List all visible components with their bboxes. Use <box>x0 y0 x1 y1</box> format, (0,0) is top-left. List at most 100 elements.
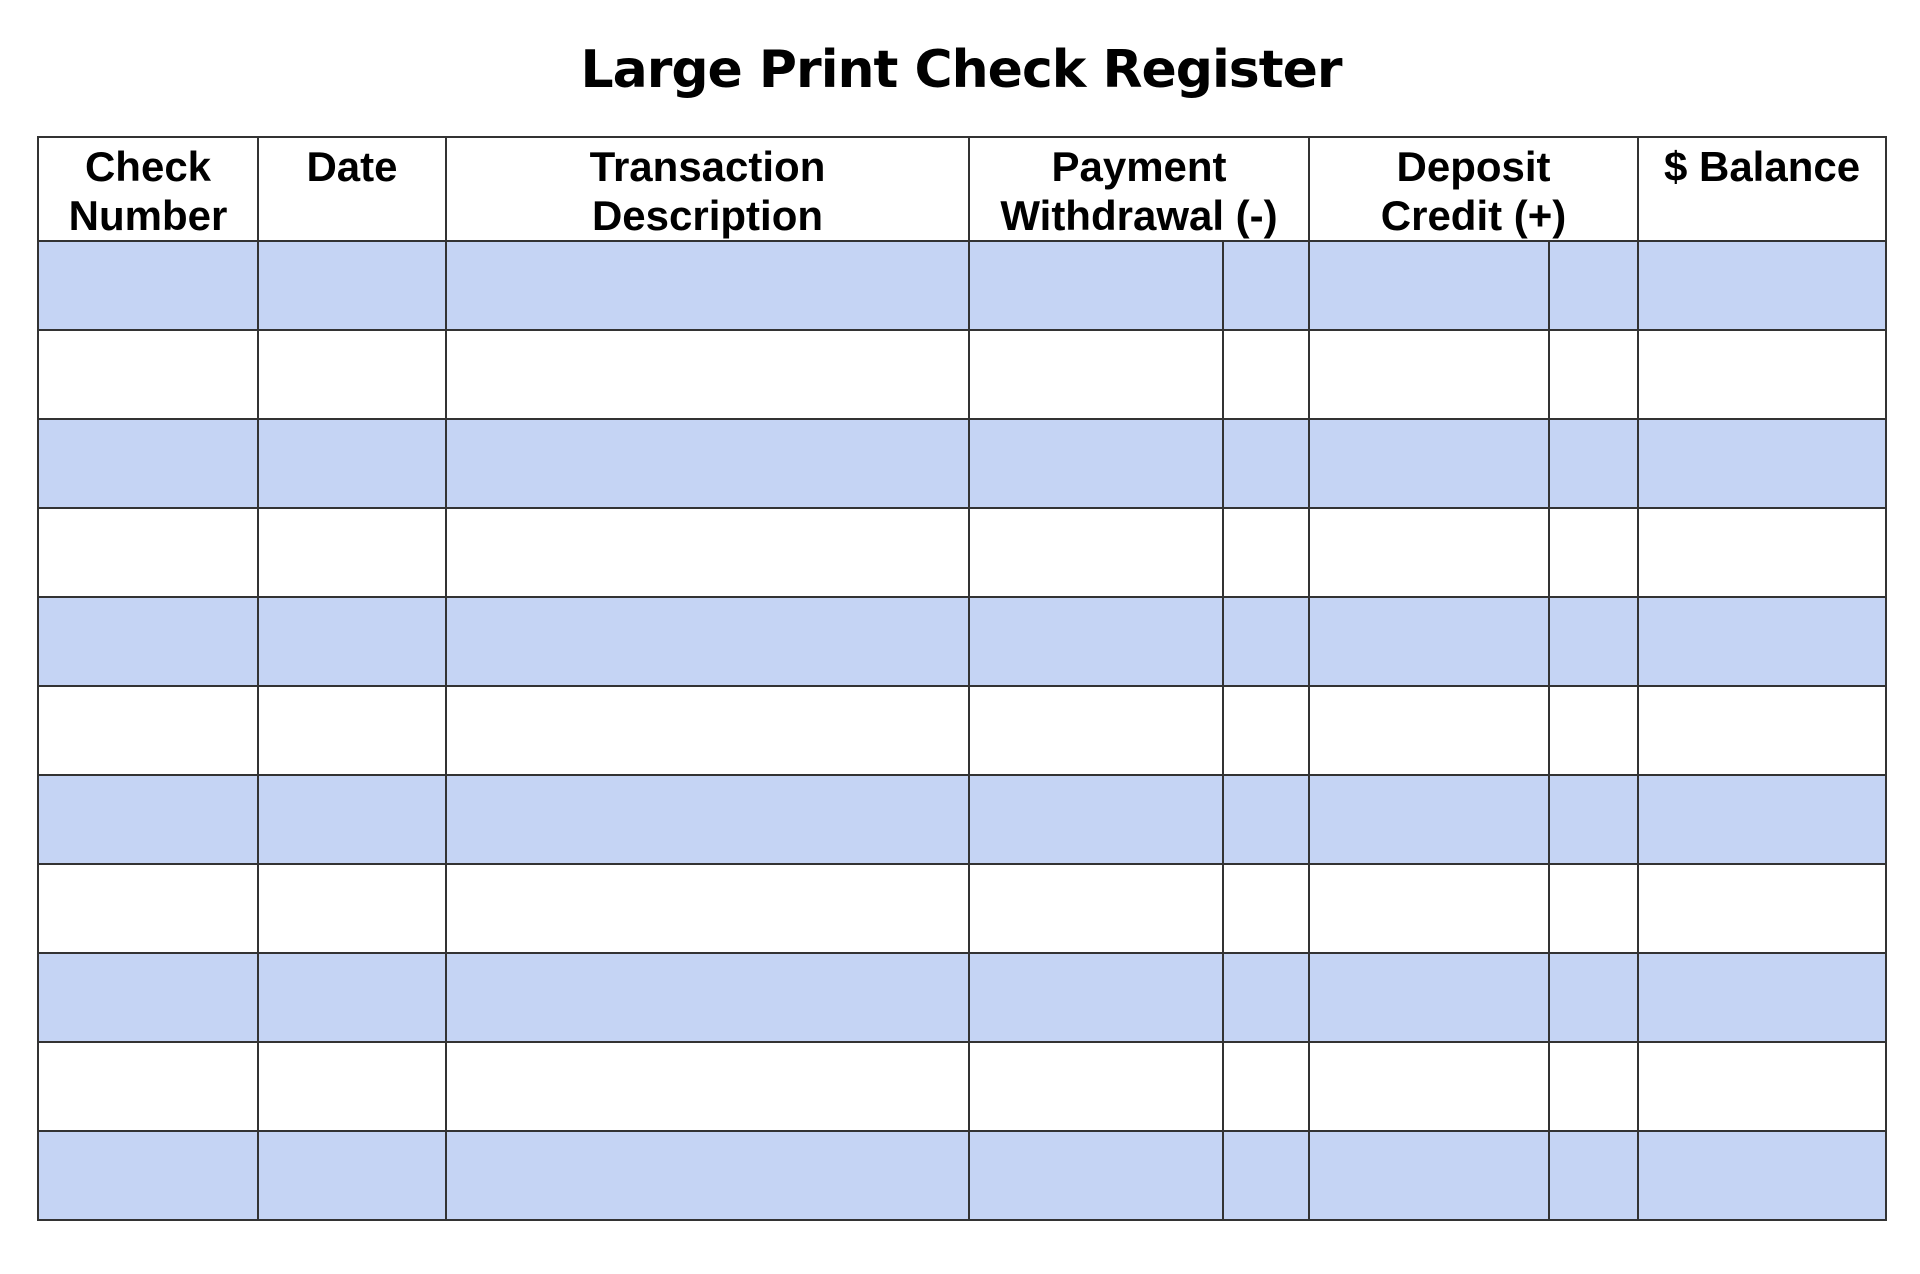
register-cell-r1-c4 <box>968 240 1224 331</box>
register-cell-r10-c1 <box>37 1041 259 1132</box>
register-body <box>37 240 1888 1221</box>
register-cell-r11-c1 <box>37 1130 259 1221</box>
register-cell-r8-c8 <box>1637 863 1888 954</box>
header-date: Date <box>257 136 447 242</box>
header-balance: $ Balance <box>1637 136 1888 242</box>
register-cell-r7-c7 <box>1548 774 1640 865</box>
register-cell-r1-c3 <box>445 240 970 331</box>
register-cell-r2-c1 <box>37 329 259 420</box>
register-cell-r6-c7 <box>1548 685 1640 776</box>
header-balance-line1: $ Balance <box>1663 143 1861 190</box>
register-cell-r1-c1 <box>37 240 259 331</box>
register-cell-r2-c3 <box>445 329 970 420</box>
register-cell-r8-c1 <box>37 863 259 954</box>
register-cell-r3-c2 <box>257 418 447 509</box>
check-register-table: Check Number Date Transaction Descriptio… <box>37 136 1888 1221</box>
register-cell-r4-c1 <box>37 507 259 598</box>
register-cell-r4-c8 <box>1637 507 1888 598</box>
register-cell-r10-c5 <box>1221 1041 1311 1132</box>
register-cell-r2-c8 <box>1637 329 1888 420</box>
register-cell-r9-c4 <box>968 952 1224 1043</box>
register-cell-r9-c3 <box>445 952 970 1043</box>
register-cell-r9-c7 <box>1548 952 1640 1043</box>
register-cell-r6-c8 <box>1637 685 1888 776</box>
register-cell-r11-c6 <box>1308 1130 1551 1221</box>
register-cell-r5-c4 <box>968 596 1224 687</box>
register-cell-r1-c2 <box>257 240 447 331</box>
register-cell-r7-c3 <box>445 774 970 865</box>
register-cell-r5-c7 <box>1548 596 1640 687</box>
register-cell-r8-c2 <box>257 863 447 954</box>
register-cell-r4-c3 <box>445 507 970 598</box>
header-deposit-line1: Deposit <box>1396 143 1551 190</box>
header-check-number-line2: Number <box>68 192 228 239</box>
register-row-11 <box>37 1130 1888 1221</box>
register-cell-r11-c5 <box>1221 1130 1311 1221</box>
register-cell-r5-c1 <box>37 596 259 687</box>
register-row-7 <box>37 774 1888 865</box>
register-cell-r9-c1 <box>37 952 259 1043</box>
header-payment-line2: Withdrawal (-) <box>1000 192 1278 239</box>
register-cell-r5-c2 <box>257 596 447 687</box>
register-cell-r3-c1 <box>37 418 259 509</box>
register-cell-r8-c7 <box>1548 863 1640 954</box>
register-cell-r2-c7 <box>1548 329 1640 420</box>
register-cell-r7-c8 <box>1637 774 1888 865</box>
register-cell-r11-c2 <box>257 1130 447 1221</box>
register-cell-r3-c7 <box>1548 418 1640 509</box>
register-cell-r1-c6 <box>1308 240 1551 331</box>
register-cell-r6-c1 <box>37 685 259 776</box>
register-cell-r9-c6 <box>1308 952 1551 1043</box>
register-row-3 <box>37 418 1888 509</box>
register-cell-r5-c3 <box>445 596 970 687</box>
register-cell-r4-c5 <box>1221 507 1311 598</box>
register-row-2 <box>37 329 1888 420</box>
register-cell-r11-c7 <box>1548 1130 1640 1221</box>
register-cell-r5-c5 <box>1221 596 1311 687</box>
register-cell-r3-c8 <box>1637 418 1888 509</box>
register-cell-r11-c3 <box>445 1130 970 1221</box>
page-title: Large Print Check Register <box>580 40 1342 100</box>
register-cell-r4-c7 <box>1548 507 1640 598</box>
register-cell-r7-c1 <box>37 774 259 865</box>
register-cell-r5-c6 <box>1308 596 1551 687</box>
register-cell-r10-c4 <box>968 1041 1224 1132</box>
register-cell-r4-c2 <box>257 507 447 598</box>
register-cell-r10-c3 <box>445 1041 970 1132</box>
register-cell-r2-c4 <box>968 329 1224 420</box>
register-cell-r6-c5 <box>1221 685 1311 776</box>
register-cell-r8-c5 <box>1221 863 1311 954</box>
register-cell-r6-c6 <box>1308 685 1551 776</box>
header-deposit-credit: Deposit Credit (+) <box>1308 136 1640 242</box>
register-row-9 <box>37 952 1888 1043</box>
register-row-6 <box>37 685 1888 776</box>
register-cell-r3-c4 <box>968 418 1224 509</box>
register-cell-r2-c2 <box>257 329 447 420</box>
header-row: Check Number Date Transaction Descriptio… <box>37 136 1888 242</box>
register-cell-r11-c8 <box>1637 1130 1888 1221</box>
register-cell-r7-c4 <box>968 774 1224 865</box>
header-transaction-line2: Description <box>591 192 824 239</box>
register-cell-r9-c8 <box>1637 952 1888 1043</box>
register-cell-r9-c5 <box>1221 952 1311 1043</box>
register-row-8 <box>37 863 1888 954</box>
register-cell-r6-c4 <box>968 685 1224 776</box>
register-cell-r1-c8 <box>1637 240 1888 331</box>
header-check-number: Check Number <box>37 136 259 242</box>
register-row-4 <box>37 507 1888 598</box>
header-deposit-line2: Credit (+) <box>1380 192 1567 239</box>
register-cell-r3-c3 <box>445 418 970 509</box>
register-cell-r10-c6 <box>1308 1041 1551 1132</box>
register-cell-r4-c6 <box>1308 507 1551 598</box>
header-transaction-description: Transaction Description <box>445 136 970 242</box>
register-cell-r10-c2 <box>257 1041 447 1132</box>
register-cell-r8-c4 <box>968 863 1224 954</box>
header-check-number-line1: Check <box>84 143 212 190</box>
register-cell-r9-c2 <box>257 952 447 1043</box>
register-cell-r4-c4 <box>968 507 1224 598</box>
register-cell-r7-c6 <box>1308 774 1551 865</box>
register-cell-r1-c7 <box>1548 240 1640 331</box>
register-cell-r2-c6 <box>1308 329 1551 420</box>
header-transaction-line1: Transaction <box>589 143 826 190</box>
